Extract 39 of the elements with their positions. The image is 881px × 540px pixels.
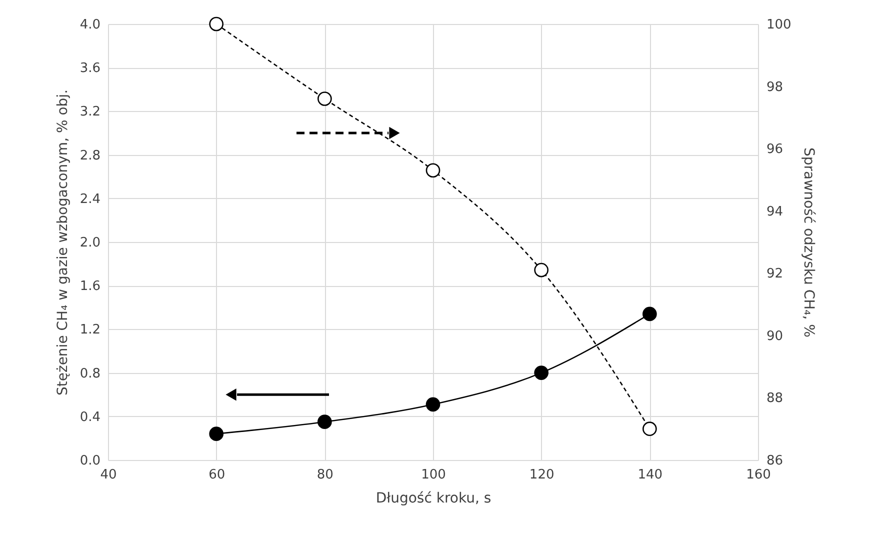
- x-tick-label: 160: [746, 468, 771, 482]
- y-axis-title: Stężenie CH₄ w gazie wzbogaconym, % obj.: [54, 89, 71, 396]
- x-tick-label: 120: [529, 468, 554, 482]
- x-tick-label: 60: [208, 468, 226, 482]
- y2-tick-label: 92: [766, 266, 784, 282]
- point: [534, 262, 548, 278]
- point: [426, 397, 440, 412]
- y2-tick-label: 96: [766, 142, 784, 158]
- point: [642, 422, 657, 436]
- y-tick-label: 0.0: [80, 454, 100, 468]
- y-tick-label: 4.0: [80, 18, 100, 32]
- y-tick-label: 2.0: [80, 236, 100, 250]
- y-tick-label: 3.2: [80, 104, 100, 120]
- y-tick-label: 0.4: [80, 410, 100, 425]
- y2-tick-label: 94: [766, 204, 784, 220]
- point: [209, 16, 224, 32]
- y-tick-label: 0.8: [80, 366, 100, 382]
- x-tick-label: 100: [421, 468, 446, 482]
- y2-tick-label: 98: [766, 80, 784, 95]
- point: [534, 366, 548, 380]
- x-tick-label: 80: [316, 468, 334, 482]
- point: [318, 414, 332, 430]
- y-tick-label: 2.8: [80, 148, 100, 164]
- y2-tick-label: 100: [766, 18, 792, 32]
- y2-tick-label: 90: [766, 328, 784, 344]
- y2-axis-title: Sprawność odzysku CH₄, %: [800, 148, 816, 338]
- point: [642, 306, 657, 322]
- y-tick-label: 2.4: [80, 192, 100, 207]
- x-axis-title: Długość kroku, s: [376, 490, 492, 506]
- y-tick-label: 1.2: [80, 322, 100, 338]
- point: [318, 92, 332, 106]
- y-tick-label: 3.6: [80, 61, 100, 76]
- y2-tick-label: 88: [766, 391, 784, 406]
- y2-tick-label: 86: [766, 454, 784, 468]
- point: [426, 163, 440, 178]
- y-tick-label: 1.6: [80, 279, 100, 294]
- x-tick-label: 140: [638, 468, 663, 482]
- point: [209, 426, 224, 441]
- x-tick-label: 40: [100, 468, 117, 482]
